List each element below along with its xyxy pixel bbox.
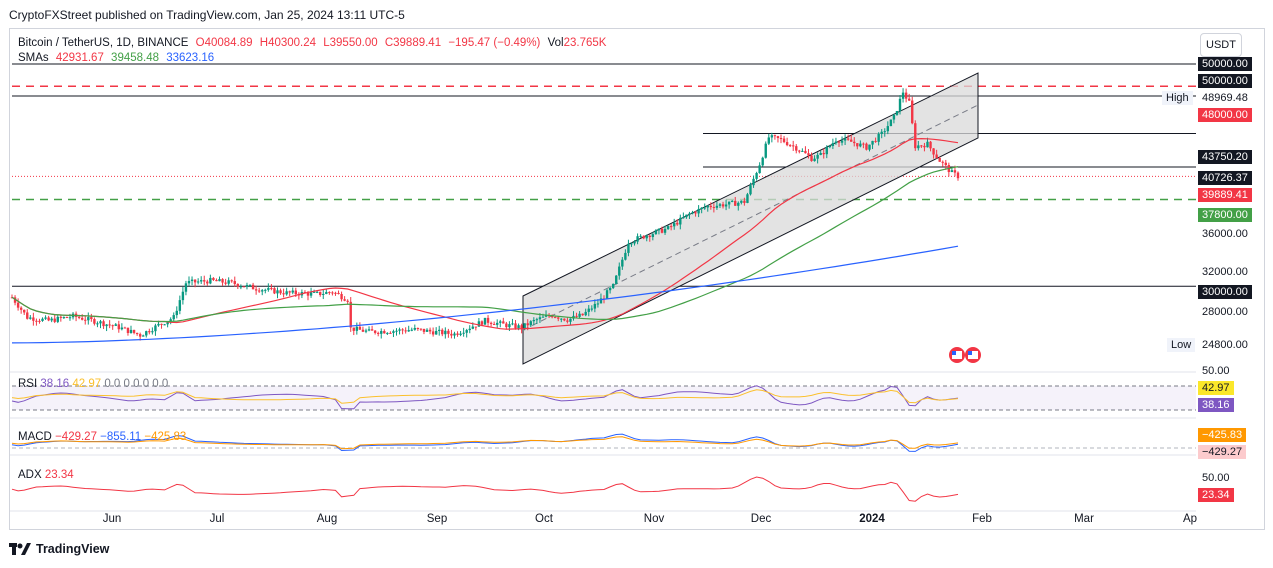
close-value: C39889.41 (384, 37, 442, 49)
rsi-level: 50.00 (1202, 365, 1230, 377)
publish-header: CryptoFXStreet published on TradingView.… (9, 8, 405, 22)
sma3-value: 33623.16 (166, 52, 215, 64)
adx-value: 23.34 (44, 469, 74, 481)
macd-hist-value: −429.27 (55, 431, 97, 443)
x-label-aug: Aug (316, 513, 338, 525)
macd-tag-1: −425.83 (1198, 428, 1247, 442)
vol-label: Vol (547, 37, 564, 49)
tradingview-logo-icon (9, 543, 31, 555)
vol-value: 23.765K (563, 37, 607, 49)
x-label-nov: Nov (643, 513, 665, 525)
tag-50000-a: 50000.00 (1198, 57, 1252, 71)
x-label-oct: Oct (535, 513, 553, 525)
sma-label[interactable]: SMAs (18, 52, 49, 64)
adx-legend: ADX 23.34 (18, 469, 74, 481)
macd-value: −855.11 (100, 431, 142, 443)
high-label: High (1162, 91, 1193, 105)
adx-label[interactable]: ADX (18, 469, 42, 481)
macd-signal-value: −425.83 (144, 431, 187, 443)
tick-32000: 32000.00 (1202, 266, 1248, 278)
currency-button[interactable]: USDT (1200, 33, 1242, 57)
low-value: L39550.00 (323, 37, 378, 49)
chart-frame (9, 28, 1265, 530)
x-label-sep: Sep (426, 513, 448, 525)
x-label-jul: Jul (209, 513, 225, 525)
x-label-feb: Feb (972, 513, 992, 525)
open-value: O40084.89 (195, 37, 253, 49)
adx-level: 50.00 (1202, 472, 1230, 484)
rsi-rest: 0 0 0 0 0 0 0 (104, 378, 169, 390)
x-label-jun: Jun (102, 513, 122, 525)
rsi-tag: 38.16 (1198, 398, 1234, 412)
tag-30000: 30000.00 (1198, 285, 1252, 299)
symbol-label[interactable]: Bitcoin / TetherUS, 1D, BINANCE (18, 37, 189, 49)
x-label-mar: Mar (1074, 513, 1094, 525)
tick-28000: 28000.00 (1202, 306, 1248, 318)
tag-40726: 40726.37 (1198, 171, 1252, 185)
adx-tag: 23.34 (1198, 488, 1234, 502)
x-label-2024: 2024 (859, 513, 885, 525)
low-label: Low (1167, 338, 1196, 352)
macd-label[interactable]: MACD (18, 431, 52, 443)
tag-37800: 37800.00 (1198, 208, 1252, 222)
sma2-value: 39458.48 (111, 52, 160, 64)
rsi-label[interactable]: RSI (18, 378, 38, 390)
rsi-value: 38.16 (40, 378, 70, 390)
macd-tag-2: −429.27 (1198, 445, 1247, 459)
macd-legend: MACD −429.27 −855.11 −425.83 (18, 431, 186, 443)
tick-36000: 36000.00 (1202, 228, 1248, 240)
sma1-value: 42931.67 (55, 52, 104, 64)
x-label-dec: Dec (750, 513, 772, 525)
high-value: H40300.24 (259, 37, 317, 49)
tag-low: 24800.00 (1202, 339, 1248, 351)
rsi-ma-tag: 42.97 (1198, 381, 1234, 395)
chart-legend: Bitcoin / TetherUS, 1D, BINANCE O40084.8… (18, 36, 610, 66)
rsi-legend: RSI 38.16 42.97 0 0 0 0 0 0 0 (18, 378, 168, 390)
x-label-apr: Ap (1182, 513, 1198, 525)
tag-43750: 43750.20 (1198, 150, 1252, 164)
change-value: −195.47 (−0.49%) (448, 37, 541, 49)
rsi-ma-value: 42.97 (72, 378, 102, 390)
tradingview-brand[interactable]: TradingView (9, 542, 109, 556)
tag-high: 48969.48 (1202, 92, 1248, 104)
tag-50000-b: 50000.00 (1198, 74, 1252, 88)
tag-48000: 48000.00 (1198, 108, 1252, 122)
tag-39889: 39889.41 (1198, 188, 1252, 202)
